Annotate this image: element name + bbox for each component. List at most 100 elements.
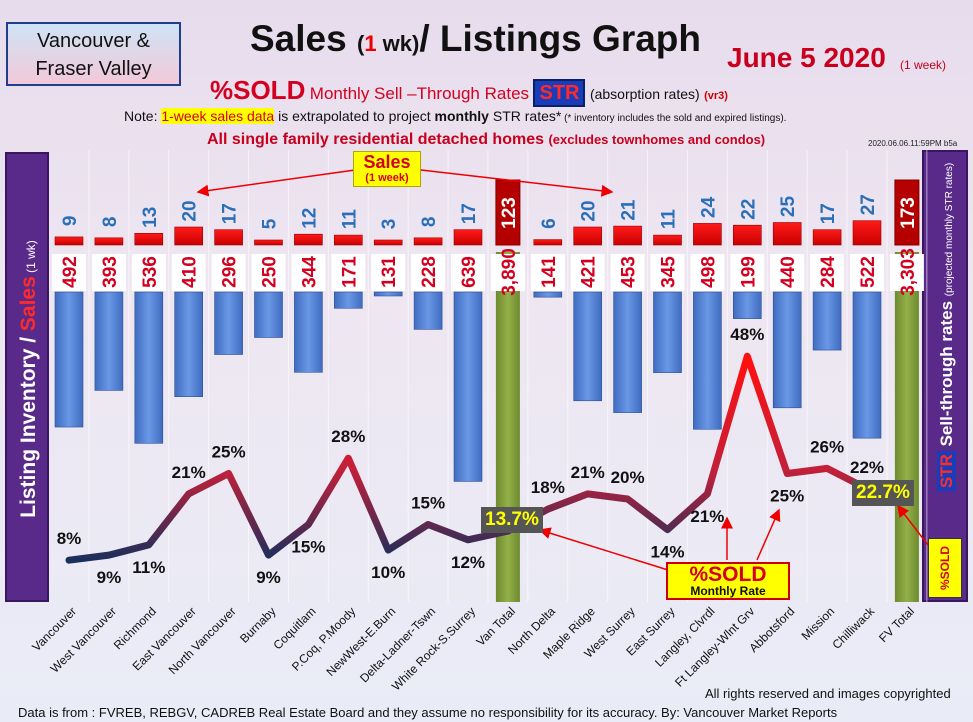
sales-bar [533,239,563,246]
listing-label-plate [690,254,725,291]
category-label: Chilliwack [830,604,878,652]
pct-sold-series [65,454,472,564]
listing-value: 171 [339,256,360,288]
listing-value: 639 [459,256,480,288]
pct-sold-value: 21% [571,463,605,482]
listing-label-plate [91,254,126,291]
listing-label-plate [850,254,884,291]
listing-value: 410 [180,256,201,288]
listing-label-plate [451,254,485,291]
listing-label-plate [131,254,166,291]
note-end: STR rates* [488,108,562,124]
pct-sold-value: 15% [411,494,445,513]
sales-bar [812,229,842,246]
listing-value: 345 [659,256,680,288]
listing-label-plate [730,254,765,291]
listing-value: 453 [619,256,640,288]
note-bold: monthly [434,108,489,124]
pct-sold-value: 11% [132,558,165,577]
sales-bar [852,220,882,246]
timestamp: 2020.06.06.11:59PM b5a [868,139,958,148]
sales-value: 17 [818,203,839,224]
listing-value: 3,890 [499,248,520,296]
region-box: Vancouver & Fraser Valley [6,22,181,86]
listing-bar [693,291,722,430]
listing-label-plate [570,254,605,291]
sales-value: 24 [698,196,719,218]
pct-sold-value: 21% [172,463,206,482]
sales-value: 5 [260,218,281,229]
listing-bar [254,291,283,338]
sales-value: 123 [499,197,520,229]
listing-value: 522 [858,256,879,288]
listing-label-plate [371,254,406,291]
listing-label-plate [291,254,326,291]
listing-value: 141 [539,256,560,288]
sales-value: 3 [379,219,400,230]
listing-bar [533,291,563,298]
listing-bar [413,291,443,330]
category-label: Delta-Ladner-Tswn [357,604,438,685]
title-paren: ( [356,31,365,56]
pct-sold-value: 26% [810,437,844,456]
page-title: Sales (1 wk)/ Listings Graph [250,18,701,60]
sales-value: 22 [738,199,759,220]
sales-labels: 9 8 13 20 17 5 12 11 3 8 17 123 6 20 21 11 24 22 25 17 27 173 [60,194,919,229]
listing-value: 250 [260,256,281,288]
subtitle-absorption: (absorption rates) [589,86,700,102]
van-total-pct: 13.7% [481,507,543,533]
sales-value: 27 [858,194,879,215]
pct-sold-value: 20% [611,468,645,487]
listing-value: 284 [818,256,839,288]
fv-total-pct: 22.7% [852,480,914,506]
listing-value: 421 [579,256,600,288]
category-label: FV Total [876,604,917,645]
region-line-2: Fraser Valley [35,58,152,80]
sales-value: 17 [220,203,241,224]
pct-sold-value: 10% [371,563,405,582]
sales-bar [94,237,124,246]
sales-value: 8 [100,217,121,228]
listing-bar [573,291,603,402]
listing-value: 492 [60,256,81,288]
pct-sold-value: 21% [690,507,724,526]
pct-sold-value: 22% [850,458,884,477]
sales-bar [772,222,802,246]
vertical-gridlines [88,150,928,602]
total-bars [495,252,919,602]
listing-label-plate [251,254,286,291]
sales-bar [294,233,323,246]
listing-label-plate [411,254,446,291]
pct-sold-value: 14% [650,543,684,562]
footer-rights: All rights reserved and images copyright… [705,686,951,701]
report-date: June 5 2020 [727,42,886,73]
pct-sold-value: 15% [291,538,325,557]
sold-callout-sub: Monthly Rate [690,584,766,598]
sales-bar [134,233,164,246]
listing-label-plate [650,254,685,291]
sales-bar [214,229,243,246]
listing-bar [812,291,842,351]
sales-callout-title: Sales [363,152,411,172]
sales-bar [373,239,403,246]
sales-bar [413,237,443,246]
listing-label-plate [530,254,565,291]
listing-value: 536 [140,256,161,288]
right-axis-panel: STR Sell-through rates (projected monthl… [922,150,968,602]
listing-value: 393 [100,256,121,288]
title-num: 1 [364,31,377,56]
listing-value: 199 [738,256,759,288]
pct-sold-value: 48% [730,325,764,344]
sales-value: 20 [180,200,201,221]
listing-bar [294,291,323,373]
subtitle-pct-sold: %SOLD [210,75,306,105]
sales-bar [54,236,84,246]
pct-sold-value: 28% [331,427,365,446]
listing-label-plate [770,254,805,291]
sales-bar [333,234,363,246]
listing-bar [134,291,164,444]
sales-value: 21 [619,199,640,221]
note-mid: is extrapolated to project [274,108,435,124]
listing-value: 498 [698,256,719,288]
